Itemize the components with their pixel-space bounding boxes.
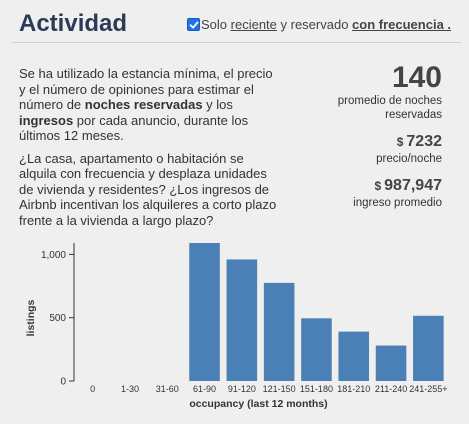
x-tick-label-1-30: 1-30 — [121, 384, 139, 394]
y-tick-label-1000: 1,000 — [41, 250, 66, 261]
page-title: Actividad — [19, 10, 128, 37]
bar-151-180 — [301, 318, 332, 381]
bar-61-90 — [189, 243, 220, 381]
nights-value: 140 — [391, 61, 442, 94]
x-tick-label-211-240: 211-240 — [375, 384, 407, 394]
price-stat: $7232 — [282, 132, 442, 152]
income-label: ingreso promedio — [353, 197, 442, 209]
x-tick-label-31-60: 31-60 — [156, 384, 179, 394]
x-tick-label-121-150: 121-150 — [263, 384, 296, 394]
bar-241-255+ — [413, 315, 444, 381]
income-stat: $987,947 — [282, 176, 442, 196]
checkmark-icon — [189, 21, 198, 28]
checkbox-recent-frequent[interactable] — [187, 18, 200, 31]
bar-181-210 — [338, 331, 370, 381]
y-tick-label-0: 0 — [60, 377, 66, 388]
header: Actividad Solo reciente y reservado con … — [0, 0, 469, 44]
x-tick-label-61-90: 61-90 — [193, 384, 216, 394]
x-axis-label: occupancy (last 12 months) — [189, 398, 327, 410]
bar-211-240 — [375, 345, 407, 381]
x-tick-label-181-210: 181-210 — [337, 384, 370, 394]
price-currency: $ — [396, 135, 404, 149]
price-label: precio/noche — [376, 153, 442, 165]
stats-panel: 140 promedio de noches reservadas $7232 … — [282, 62, 442, 210]
filter-link-frequent[interactable]: con frecuencia . — [352, 17, 452, 32]
filter-middle: y reservado — [276, 17, 353, 32]
x-tick-label-91-120: 91-120 — [228, 384, 256, 394]
nights-label-2: reservadas — [385, 109, 442, 121]
occupancy-histogram: 0 500 1,000 0 1-30 31-60 61-90 91-120 121-150 151… — [25, 243, 447, 410]
x-tick-label-241-255+: 241-255+ — [409, 384, 447, 394]
y-axis-label: listings — [25, 299, 37, 336]
filter-link-recent[interactable]: reciente — [230, 17, 277, 32]
income-currency: $ — [374, 179, 382, 193]
filter-recent-frequent[interactable]: Solo reciente y reservado con frecuencia… — [187, 17, 451, 32]
bar-121-150 — [263, 282, 295, 381]
income-value: 987,947 — [384, 177, 442, 194]
nights-label-1: promedio de noches — [337, 95, 442, 107]
filter-prefix: Solo — [201, 17, 231, 32]
y-tick-label-500: 500 — [49, 313, 66, 324]
description-paragraph-1: Se ha utilizado la estancia mínima, el p… — [19, 66, 273, 143]
description-paragraph-2: ¿La casa, apartamento o habitación se al… — [19, 150, 277, 228]
x-tick-label-0: 0 — [90, 384, 95, 394]
bar-91-120 — [226, 259, 258, 381]
description: Se ha utilizado la estancia mínima, el p… — [19, 66, 281, 235]
price-value: 7232 — [406, 133, 442, 150]
x-tick-label-151-180: 151-180 — [300, 384, 333, 394]
header-divider — [12, 42, 461, 43]
